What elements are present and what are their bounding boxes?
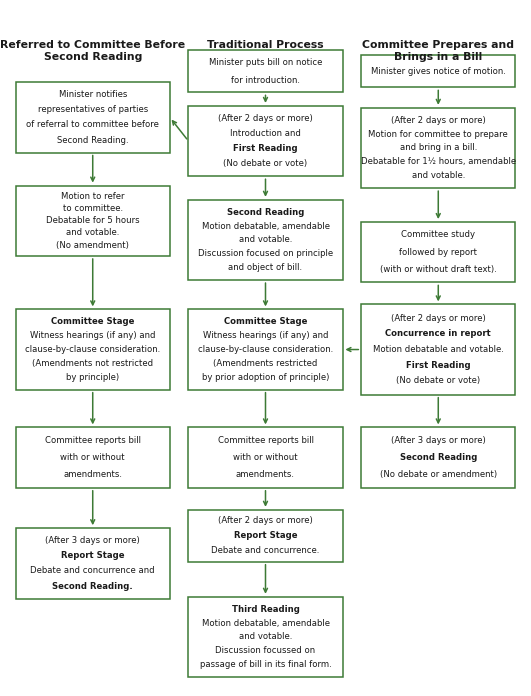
- Text: clause-by-clause consideration.: clause-by-clause consideration.: [198, 345, 333, 354]
- Text: passage of bill in its final form.: passage of bill in its final form.: [200, 660, 331, 669]
- Text: Committee Stage: Committee Stage: [51, 317, 134, 326]
- Text: First Reading: First Reading: [406, 361, 470, 370]
- Text: and votable.: and votable.: [412, 171, 465, 180]
- FancyBboxPatch shape: [189, 596, 342, 677]
- Text: (After 2 days or more): (After 2 days or more): [218, 114, 313, 122]
- FancyBboxPatch shape: [16, 528, 170, 599]
- FancyBboxPatch shape: [16, 186, 170, 256]
- Text: Second Reading.: Second Reading.: [53, 582, 133, 591]
- Text: Committee Stage: Committee Stage: [224, 317, 307, 326]
- Text: (Amendments restricted: (Amendments restricted: [213, 359, 318, 368]
- Text: Second Reading: Second Reading: [227, 208, 304, 216]
- Text: for introduction.: for introduction.: [231, 76, 300, 85]
- Text: and votable.: and votable.: [66, 228, 119, 237]
- Text: and votable.: and votable.: [239, 235, 292, 244]
- Text: Discussion focused on principle: Discussion focused on principle: [198, 249, 333, 258]
- FancyBboxPatch shape: [189, 427, 342, 488]
- Text: followed by report: followed by report: [399, 248, 477, 257]
- FancyBboxPatch shape: [189, 200, 342, 280]
- Text: by prior adoption of principle): by prior adoption of principle): [202, 373, 329, 381]
- FancyBboxPatch shape: [361, 222, 515, 283]
- Text: Motion to refer: Motion to refer: [61, 192, 124, 201]
- Text: Minister gives notice of motion.: Minister gives notice of motion.: [371, 67, 506, 76]
- Text: representatives of parties: representatives of parties: [38, 105, 148, 114]
- Text: (After 3 days or more): (After 3 days or more): [45, 536, 140, 545]
- Text: of referral to committee before: of referral to committee before: [27, 120, 159, 129]
- Text: Discussion focussed on: Discussion focussed on: [216, 647, 315, 655]
- Text: and bring in a bill.: and bring in a bill.: [400, 143, 477, 152]
- Text: amendments.: amendments.: [63, 470, 122, 480]
- Text: Debate and concurrence and: Debate and concurrence and: [30, 567, 155, 576]
- Text: Motion for committee to prepare: Motion for committee to prepare: [369, 129, 508, 139]
- Text: (No amendment): (No amendment): [56, 241, 129, 250]
- Text: Introduction and: Introduction and: [230, 129, 301, 138]
- FancyBboxPatch shape: [189, 50, 342, 93]
- Text: by principle): by principle): [66, 373, 119, 381]
- FancyBboxPatch shape: [189, 509, 342, 562]
- Text: Witness hearings (if any) and: Witness hearings (if any) and: [30, 331, 156, 340]
- Text: Second Reading.: Second Reading.: [57, 136, 129, 145]
- FancyBboxPatch shape: [16, 309, 170, 390]
- FancyBboxPatch shape: [16, 427, 170, 488]
- Text: Report Stage: Report Stage: [61, 551, 124, 560]
- Text: Concurrence in report: Concurrence in report: [386, 329, 491, 338]
- Text: (with or without draft text).: (with or without draft text).: [380, 265, 496, 274]
- Text: amendments.: amendments.: [236, 470, 295, 480]
- Text: Third Reading: Third Reading: [232, 605, 299, 614]
- FancyBboxPatch shape: [189, 106, 342, 176]
- Text: with or without: with or without: [233, 453, 298, 462]
- FancyBboxPatch shape: [361, 55, 515, 88]
- Text: (After 2 days or more): (After 2 days or more): [391, 116, 486, 125]
- Text: Committee reports bill: Committee reports bill: [218, 436, 313, 445]
- Text: Witness hearings (if any) and: Witness hearings (if any) and: [203, 331, 328, 340]
- Text: Committee Prepares and
Brings in a Bill: Committee Prepares and Brings in a Bill: [362, 40, 514, 61]
- Text: (After 3 days or more): (After 3 days or more): [391, 436, 486, 445]
- FancyBboxPatch shape: [16, 82, 170, 152]
- Text: Committee study: Committee study: [401, 230, 475, 239]
- Text: Debate and concurrence.: Debate and concurrence.: [211, 546, 320, 555]
- Text: (No debate or amendment): (No debate or amendment): [380, 470, 497, 480]
- Text: Second Reading: Second Reading: [400, 453, 477, 462]
- Text: (Amendments not restricted: (Amendments not restricted: [32, 359, 153, 368]
- Text: Motion debatable, amendable: Motion debatable, amendable: [201, 221, 330, 230]
- Text: Traditional Process: Traditional Process: [207, 40, 324, 50]
- Text: (No debate or vote): (No debate or vote): [396, 376, 481, 385]
- Text: with or without: with or without: [61, 453, 125, 462]
- Text: Debatable for 1½ hours, amendable: Debatable for 1½ hours, amendable: [361, 157, 516, 166]
- Text: and votable.: and votable.: [239, 633, 292, 642]
- FancyBboxPatch shape: [361, 304, 515, 395]
- Text: Debatable for 5 hours: Debatable for 5 hours: [46, 216, 140, 226]
- Text: Motion debatable, amendable: Motion debatable, amendable: [201, 619, 330, 628]
- FancyBboxPatch shape: [361, 108, 515, 188]
- Text: (No debate or vote): (No debate or vote): [224, 159, 307, 168]
- Text: and object of bill.: and object of bill.: [228, 263, 303, 272]
- FancyBboxPatch shape: [361, 427, 515, 488]
- Text: (After 2 days or more): (After 2 days or more): [391, 314, 486, 323]
- Text: Motion debatable and votable.: Motion debatable and votable.: [373, 345, 504, 354]
- Text: (After 2 days or more): (After 2 days or more): [218, 516, 313, 525]
- Text: to committee.: to committee.: [63, 204, 123, 213]
- Text: Committee reports bill: Committee reports bill: [45, 436, 141, 445]
- FancyBboxPatch shape: [189, 309, 342, 390]
- Text: Report Stage: Report Stage: [234, 531, 297, 540]
- Text: clause-by-clause consideration.: clause-by-clause consideration.: [25, 345, 160, 354]
- Text: Minister puts bill on notice: Minister puts bill on notice: [209, 58, 322, 67]
- Text: Minister notifies: Minister notifies: [58, 90, 127, 99]
- Text: Referred to Committee Before
Second Reading: Referred to Committee Before Second Read…: [0, 40, 185, 61]
- Text: First Reading: First Reading: [233, 144, 298, 153]
